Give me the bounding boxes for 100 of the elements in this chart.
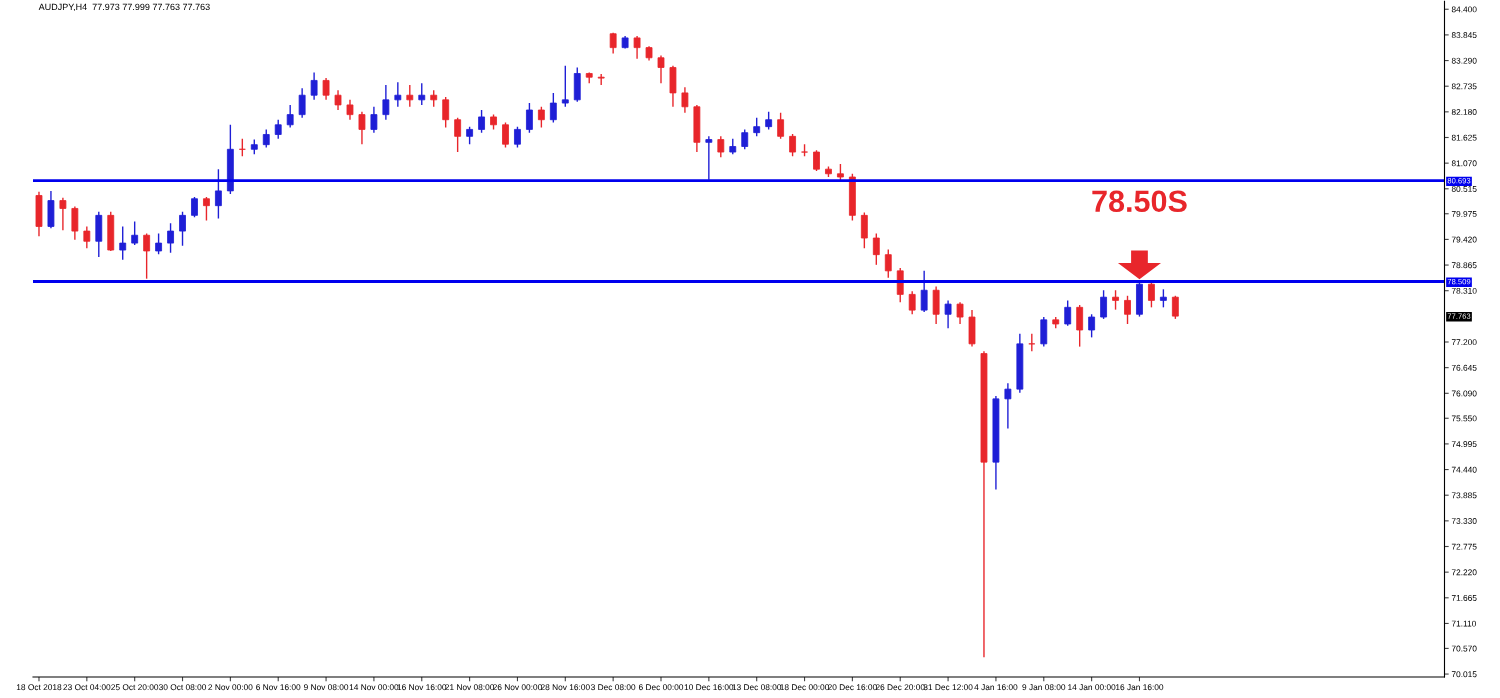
candlestick [334, 89, 342, 111]
candlestick [514, 125, 521, 149]
x-tick-label: 10 Dec 16:00 [684, 684, 734, 691]
candlestick [597, 73, 605, 86]
x-tick-label: 16 Jan 16:00 [1116, 684, 1164, 691]
x-tick-label: 2 Nov 00:00 [208, 684, 253, 691]
chart-title: AUDJPY,H4 77.973 77.999 77.763 77.763 [38, 3, 210, 12]
candlestick [526, 102, 533, 134]
candlestick [478, 109, 485, 134]
x-tick-label: 30 Oct 08:00 [158, 684, 207, 691]
candlestick [358, 111, 366, 145]
candlestick [71, 205, 79, 241]
y-tick-label: 74.440 [1451, 466, 1477, 473]
candlestick [179, 210, 186, 247]
candlestick [107, 210, 115, 252]
y-tick-label: 72.775 [1451, 543, 1477, 550]
candlestick [131, 220, 139, 246]
x-tick-label: 14 Jan 00:00 [1068, 684, 1116, 691]
y-tick-label: 83.845 [1451, 32, 1477, 38]
candlestick [621, 35, 629, 50]
y-tick-label: 72.220 [1451, 569, 1477, 576]
candlestick [657, 54, 665, 84]
y-tick-label: 71.110 [1451, 620, 1476, 627]
candlestick [59, 197, 67, 231]
y-tick-label: 71.665 [1451, 595, 1477, 601]
candlestick [777, 112, 785, 140]
y-tick-label: 76.645 [1451, 364, 1477, 371]
candlestick [382, 84, 390, 121]
candlestick [370, 106, 378, 134]
candlestick [1100, 289, 1107, 320]
candlestick [119, 225, 127, 261]
y-tick-label: 73.885 [1451, 492, 1477, 499]
candlestick [741, 128, 749, 150]
candlestick [143, 232, 151, 280]
candlestick [346, 99, 354, 121]
candlestick [203, 196, 210, 222]
x-tick-label: 13 Dec 08:00 [732, 684, 782, 691]
candlestick [95, 210, 103, 258]
x-tick-label: 4 Jan 16:00 [974, 684, 1018, 691]
y-tick-label: 76.090 [1451, 390, 1477, 397]
candlestick [561, 64, 569, 108]
y-tick-label: 84.400 [1451, 6, 1477, 13]
y-tick-label: 81.625 [1451, 134, 1477, 141]
candlestick [155, 232, 163, 255]
candlestick [872, 232, 880, 266]
candlestick [454, 117, 462, 153]
y-tick-label: 73.330 [1451, 518, 1477, 524]
x-tick-label: 28 Nov 16:00 [540, 684, 590, 691]
y-tick-label: 79.420 [1451, 236, 1477, 243]
candlestick [1171, 295, 1179, 320]
x-tick-label: 31 Dec 12:00 [923, 684, 973, 691]
candlestick [633, 35, 641, 60]
x-tick-label: 6 Nov 16:00 [256, 684, 301, 691]
x-tick-label: 21 Nov 08:00 [445, 684, 495, 691]
x-tick-label: 9 Jan 08:00 [1022, 684, 1066, 691]
annotation: 78.50S [1092, 190, 1187, 213]
y-tick-label: 74.995 [1451, 441, 1477, 448]
y-tick-label: 82.735 [1451, 83, 1477, 90]
candlestick [215, 168, 222, 220]
candlestick [310, 71, 318, 101]
y-tick-label: 80.515 [1451, 186, 1477, 192]
candlestick [549, 92, 557, 124]
x-tick-label: 25 Oct 20:00 [111, 684, 159, 691]
candlestick [167, 222, 174, 254]
x-tick-label: 14 Nov 00:00 [349, 684, 399, 691]
y-tick-label: 78.865 [1451, 262, 1477, 269]
candlestick [442, 96, 450, 129]
candlestick [956, 301, 964, 325]
candlestick [1124, 295, 1131, 325]
y-tick-label: 82.180 [1451, 109, 1477, 115]
x-tick-label: 20 Dec 16:00 [828, 684, 877, 691]
candlestick [1088, 313, 1096, 339]
candlestick [681, 86, 689, 114]
candlestick [274, 119, 282, 140]
candlestick [1076, 304, 1084, 348]
x-tick-label: 18 Dec 00:00 [780, 684, 829, 691]
x-tick-label: 26 Nov 00:00 [493, 684, 542, 691]
x-tick-label: 6 Dec 00:00 [638, 684, 684, 691]
x-tick-label: 16 Nov 16:00 [397, 684, 447, 691]
candlestick [322, 77, 330, 101]
candlestick [537, 106, 545, 129]
y-tick-label: 83.290 [1451, 57, 1477, 64]
candlestick [789, 133, 796, 157]
y-tick-label: 81.070 [1451, 160, 1477, 167]
y-tick-label: 70.015 [1451, 671, 1477, 678]
candlestick [1004, 382, 1012, 430]
candlestick [47, 190, 55, 230]
candlestick [693, 104, 701, 153]
y-tick-label: 79.975 [1451, 210, 1477, 217]
candlestick [908, 290, 916, 315]
candlestick [860, 211, 868, 249]
x-tick-label: 9 Nov 08:00 [303, 684, 349, 691]
candlestick [944, 299, 952, 329]
x-tick-label: 23 Oct 04:00 [63, 684, 111, 691]
x-tick-label: 3 Dec 08:00 [591, 684, 636, 691]
candlestick [502, 121, 509, 149]
y-tick-label: 70.570 [1451, 645, 1477, 652]
candlestick [191, 196, 198, 218]
candlestick [1064, 299, 1072, 327]
candlestick [813, 149, 820, 172]
